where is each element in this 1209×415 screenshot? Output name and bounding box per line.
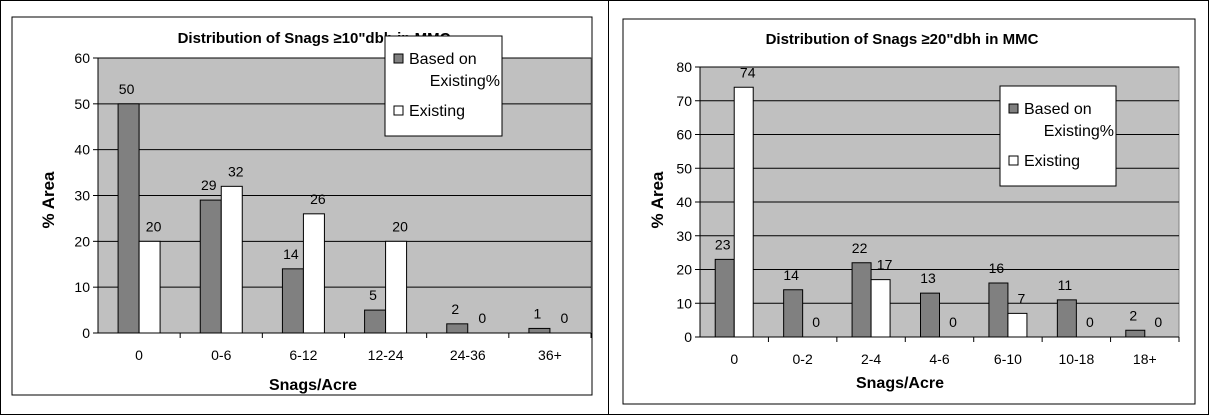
x-tick-label: 10-18: [1058, 351, 1094, 367]
data-label: 17: [877, 257, 893, 273]
y-tick-label: 30: [676, 228, 692, 244]
y-tick-label: 60: [676, 127, 692, 143]
bar-based-on-existing: [1125, 329, 1146, 338]
data-label: 20: [392, 218, 408, 234]
x-tick-label: 0-2: [793, 351, 813, 367]
data-label: 0: [561, 310, 569, 326]
bar-based-on-existing: [851, 262, 872, 338]
legend-swatch: [393, 53, 404, 64]
x-tick-label: 4-6: [929, 351, 949, 367]
bar-based-on-existing: [988, 282, 1009, 338]
y-tick-label: 10: [676, 295, 692, 311]
legend-box: [384, 35, 503, 137]
bar-based-on-existing: [199, 199, 222, 334]
data-label: 23: [715, 236, 731, 252]
bar-existing: [1007, 312, 1028, 338]
bar-based-on-existing: [1056, 299, 1077, 338]
x-tick-label: 18+: [1133, 351, 1157, 367]
chart-title: Distribution of Snags ≥20"dbh in MMC: [766, 31, 1039, 48]
x-tick-label: 0-6: [211, 347, 231, 363]
data-label: 2: [1129, 307, 1137, 323]
panel-divider: [608, 0, 609, 415]
y-tick-label: 30: [74, 188, 90, 204]
x-tick-label: 36+: [538, 347, 562, 363]
chart-2: 01020304050607080023740-21402-422174-613…: [622, 18, 1196, 405]
data-label: 22: [852, 240, 868, 256]
data-label: 14: [783, 267, 799, 283]
data-label: 0: [1086, 314, 1094, 330]
x-tick-label: 6-10: [994, 351, 1022, 367]
bar-based-on-existing: [714, 258, 735, 338]
legend-label: Existing%: [430, 73, 500, 90]
data-label: 20: [146, 218, 162, 234]
data-label: 13: [920, 270, 936, 286]
y-tick-label: 70: [676, 93, 692, 109]
y-axis-label: % Area: [648, 171, 667, 229]
data-label: 74: [740, 64, 756, 80]
legend-swatch: [1008, 155, 1019, 166]
x-tick-label: 0: [135, 347, 143, 363]
bar-existing: [302, 213, 325, 334]
legend-label: Based on: [409, 51, 477, 68]
chart-1: 0102030405060050200-629326-12142612-2452…: [11, 16, 593, 396]
legend-box: [999, 85, 1117, 187]
legend-swatch: [1008, 103, 1019, 114]
chart-title: Distribution of Snags ≥10"dbh in MMC: [178, 30, 451, 47]
legend-label: Based on: [1024, 101, 1092, 118]
y-tick-label: 80: [676, 59, 692, 75]
bar-based-on-existing: [117, 103, 140, 334]
y-tick-label: 40: [676, 194, 692, 210]
x-tick-label: 12-24: [368, 347, 404, 363]
legend-label: Existing: [409, 103, 465, 120]
legend-label: Existing%: [1044, 123, 1114, 140]
data-label: 14: [283, 246, 299, 262]
y-tick-label: 50: [74, 96, 90, 112]
x-tick-label: 6-12: [289, 347, 317, 363]
data-label: 11: [1058, 277, 1073, 293]
y-tick-label: 50: [676, 160, 692, 176]
data-label: 7: [1018, 290, 1026, 306]
data-label: 0: [1154, 314, 1162, 330]
x-tick-label: 24-36: [450, 347, 486, 363]
data-label: 5: [369, 287, 377, 303]
bar-based-on-existing: [920, 292, 940, 338]
bar-based-on-existing: [281, 268, 304, 334]
data-label: 16: [989, 260, 1005, 276]
data-label: 50: [119, 81, 135, 97]
bar-existing: [220, 185, 243, 334]
y-tick-label: 40: [74, 142, 90, 158]
x-axis-label: Snags/Acre: [856, 375, 944, 392]
data-label: 1: [534, 305, 542, 321]
data-label: 0: [478, 310, 486, 326]
y-tick-label: 20: [74, 233, 90, 249]
legend-label: Existing: [1024, 153, 1080, 170]
y-tick-label: 20: [676, 262, 692, 278]
y-tick-label: 0: [684, 329, 692, 345]
bar-based-on-existing: [528, 327, 551, 334]
bar-based-on-existing: [783, 289, 804, 338]
data-label: 32: [228, 163, 244, 179]
y-axis-label: % Area: [39, 171, 58, 229]
bar-existing: [138, 240, 161, 334]
bar-based-on-existing: [446, 323, 469, 334]
bar-based-on-existing: [364, 309, 387, 334]
y-tick-label: 10: [74, 279, 90, 295]
data-label: 2: [451, 301, 459, 317]
data-label: 0: [812, 314, 820, 330]
x-tick-label: 0: [730, 351, 738, 367]
bar-existing: [733, 86, 754, 338]
y-tick-label: 60: [74, 50, 90, 66]
bar-existing: [870, 279, 891, 338]
data-label: 29: [201, 177, 217, 193]
x-tick-label: 2-4: [861, 351, 881, 367]
data-label: 0: [949, 314, 957, 330]
x-axis-label: Snags/Acre: [269, 377, 357, 394]
y-tick-label: 0: [82, 325, 90, 341]
bar-existing: [385, 240, 408, 334]
data-label: 26: [310, 191, 326, 207]
legend-swatch: [393, 105, 404, 116]
